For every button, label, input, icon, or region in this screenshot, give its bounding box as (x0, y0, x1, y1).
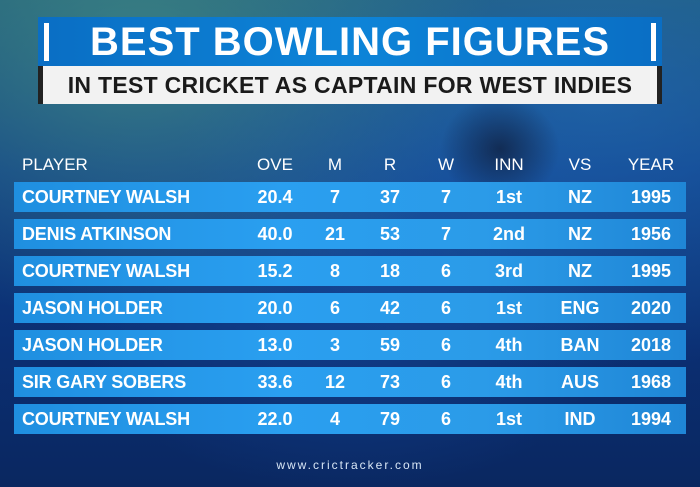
header-vs: VS (568, 155, 592, 174)
cell-m: 7 (329, 186, 340, 207)
cell-year: 2018 (630, 334, 672, 355)
cell-inn: 2nd (492, 223, 525, 244)
cell-year: 1956 (630, 223, 672, 244)
cell-inn: 3rd (494, 260, 523, 281)
cell-vs: BAN (560, 334, 600, 355)
cell-player: COURTNEY WALSH (22, 186, 190, 207)
page-subtitle: IN TEST CRICKET AS CAPTAIN FOR WEST INDI… (67, 71, 633, 98)
cell-w: 6 (440, 297, 451, 318)
cell-r: 79 (379, 408, 401, 429)
cell-ove: 20.4 (257, 186, 293, 207)
cell-vs: IND (564, 408, 596, 429)
cell-ove: 33.6 (257, 371, 293, 392)
header-r: R (383, 155, 397, 174)
header-w: W (437, 155, 455, 174)
subtitle-left-accent (38, 66, 43, 104)
title-left-accent (44, 23, 49, 61)
table-row: COURTNEY WALSH 15.2 8 18 6 3rd NZ 1995 (14, 256, 686, 286)
cell-year: 1968 (630, 371, 672, 392)
cell-w: 6 (440, 371, 451, 392)
cell-inn: 1st (495, 297, 522, 318)
cell-w: 7 (440, 223, 451, 244)
title-right-accent (651, 23, 656, 61)
cell-player: SIR GARY SOBERS (22, 371, 187, 392)
table-row: SIR GARY SOBERS 33.6 12 73 6 4th AUS 196… (14, 367, 686, 397)
cell-ove: 22.0 (257, 408, 293, 429)
cell-vs: NZ (568, 260, 592, 281)
cell-ove: 13.0 (257, 334, 293, 355)
cell-vs: NZ (568, 223, 592, 244)
cell-w: 6 (440, 408, 451, 429)
cell-m: 4 (329, 408, 340, 429)
cell-vs: AUS (560, 371, 599, 392)
cell-r: 53 (379, 223, 401, 244)
table-header: PLAYER OVE M R W INN VS YEAR (14, 150, 686, 180)
cell-r: 42 (379, 297, 401, 318)
background-player-image (440, 95, 560, 185)
table-row: COURTNEY WALSH 20.4 7 37 7 1st NZ 1995 (14, 182, 686, 212)
subtitle-banner: IN TEST CRICKET AS CAPTAIN FOR WEST INDI… (38, 66, 662, 104)
cell-w: 6 (440, 334, 451, 355)
header-player: PLAYER (22, 155, 88, 174)
bowling-figures-table: PLAYER OVE M R W INN VS YEAR COURTNEY WA… (14, 150, 686, 434)
cell-player: COURTNEY WALSH (22, 408, 190, 429)
cell-year: 1995 (630, 186, 672, 207)
table-row: COURTNEY WALSH 22.0 4 79 6 1st IND 1994 (14, 404, 686, 434)
cell-m: 8 (329, 260, 340, 281)
cell-m: 3 (329, 334, 340, 355)
header-inn: INN (494, 155, 524, 174)
cell-year: 1995 (630, 260, 672, 281)
cell-ove: 20.0 (257, 297, 293, 318)
cell-inn: 4th (495, 371, 523, 392)
cell-m: 6 (329, 297, 340, 318)
cell-w: 6 (440, 260, 451, 281)
footer-website: www.crictracker.com (276, 458, 424, 472)
cell-vs: ENG (560, 297, 600, 318)
cell-r: 59 (379, 334, 401, 355)
cell-ove: 15.2 (257, 260, 293, 281)
cell-player: COURTNEY WALSH (22, 260, 190, 281)
cell-m: 21 (324, 223, 346, 244)
cell-year: 1994 (630, 408, 672, 429)
cell-r: 73 (379, 371, 401, 392)
header-year: YEAR (627, 155, 675, 174)
page-title: BEST BOWLING FIGURES (90, 19, 610, 64)
subtitle-right-accent (657, 66, 662, 104)
cell-vs: NZ (568, 186, 592, 207)
cell-ove: 40.0 (257, 223, 293, 244)
cell-inn: 1st (495, 408, 522, 429)
cell-player: DENIS ATKINSON (22, 223, 172, 244)
title-banner: BEST BOWLING FIGURES (38, 17, 662, 67)
cell-w: 7 (440, 186, 451, 207)
table-row: JASON HOLDER 20.0 6 42 6 1st ENG 2020 (14, 293, 686, 323)
cell-inn: 4th (495, 334, 523, 355)
table-row: JASON HOLDER 13.0 3 59 6 4th BAN 2018 (14, 330, 686, 360)
cell-player: JASON HOLDER (22, 334, 163, 355)
cell-player: JASON HOLDER (22, 297, 163, 318)
cell-m: 12 (324, 371, 346, 392)
table-row: DENIS ATKINSON 40.0 21 53 7 2nd NZ 1956 (14, 219, 686, 249)
cell-inn: 1st (495, 186, 522, 207)
header-ove: OVE (257, 155, 293, 174)
cell-r: 18 (379, 260, 401, 281)
header-m: M (327, 155, 343, 174)
cell-year: 2020 (630, 297, 672, 318)
cell-r: 37 (379, 186, 401, 207)
